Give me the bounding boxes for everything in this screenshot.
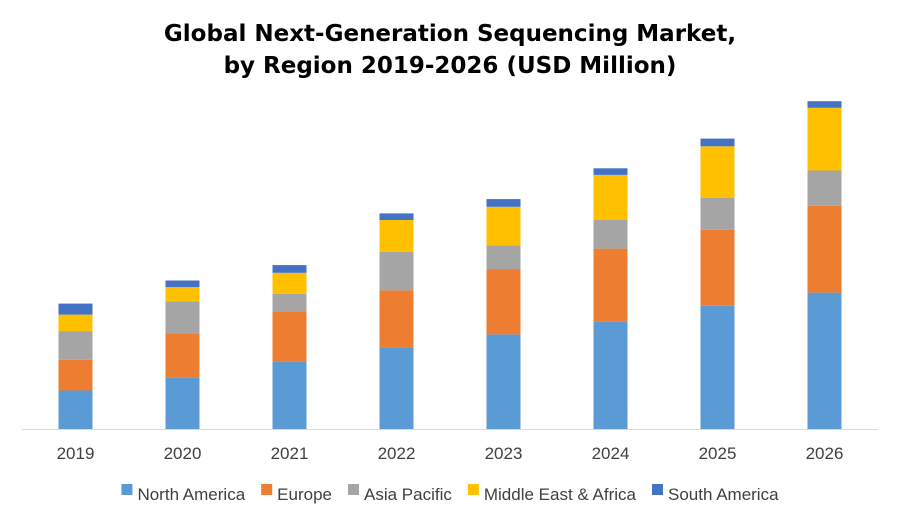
x-tick-label: 2023 xyxy=(485,444,523,463)
bar-segment-2024-middle-east-africa xyxy=(593,174,628,220)
legend-swatch xyxy=(261,484,273,495)
legend-label: North America xyxy=(137,485,245,504)
legend-label: Asia Pacific xyxy=(364,485,452,504)
bar-segment-2023-asia-pacific xyxy=(486,245,521,270)
bar-segment-2023-south-america xyxy=(486,199,521,207)
x-tick-label: 2025 xyxy=(699,444,737,463)
bar-segment-2019-europe xyxy=(58,359,93,391)
x-tick-label: 2022 xyxy=(378,444,416,463)
bar-segment-2026-europe xyxy=(807,205,842,293)
bar-segment-2019-asia-pacific xyxy=(58,331,93,360)
bar-segment-2026-asia-pacific xyxy=(807,170,842,206)
bar-segment-2022-europe xyxy=(379,290,414,348)
x-tick-label: 2021 xyxy=(271,444,309,463)
legend-swatch xyxy=(347,484,359,495)
bar-segment-2021-europe xyxy=(272,311,307,362)
bar-segment-2025-asia-pacific xyxy=(700,198,735,230)
bar-segment-2026-middle-east-africa xyxy=(807,107,842,171)
legend: North America Europe Asia Pacific Middle Ea… xyxy=(121,484,779,504)
x-tick-label: 2020 xyxy=(164,444,202,463)
legend-item-europe: Europe xyxy=(261,484,332,504)
legend-item-north-america: North America xyxy=(121,484,246,504)
bar-segment-2020-south-america xyxy=(165,280,200,288)
bar-segment-2025-south-america xyxy=(700,138,735,147)
bar-segment-2024-europe xyxy=(593,248,628,322)
legend-label: Europe xyxy=(277,485,332,504)
chart-title-line-1: Global Next-Generation Sequencing Market… xyxy=(163,21,737,47)
bar-segment-2023-middle-east-africa xyxy=(486,206,521,246)
legend-swatch xyxy=(467,484,479,495)
bar-segment-2022-asia-pacific xyxy=(379,251,414,291)
bar-segment-2021-asia-pacific xyxy=(272,293,307,312)
bar-segment-2021-north-america xyxy=(272,361,307,429)
legend-swatch xyxy=(121,484,133,495)
x-tick-labels: 2019 2020 2021 2022 2023 2024 2025 2026 xyxy=(57,444,844,463)
bar-segment-2019-middle-east-africa xyxy=(58,314,93,332)
bar-segment-2021-south-america xyxy=(272,265,307,273)
chart-title-line-2: by Region 2019-2026 (USD Million) xyxy=(223,53,677,79)
bar-segment-2023-north-america xyxy=(486,334,521,429)
bar-segment-2025-north-america xyxy=(700,305,735,429)
bar-segment-2026-south-america xyxy=(807,101,842,108)
x-tick-label: 2026 xyxy=(806,444,844,463)
bar-segment-2022-north-america xyxy=(379,347,414,429)
bar-segment-2024-south-america xyxy=(593,168,628,175)
legend-item-asia-pacific: Asia Pacific xyxy=(347,484,452,504)
bar-segment-2019-south-america xyxy=(58,303,93,315)
bar-segment-2020-north-america xyxy=(165,377,200,429)
bar-segment-2022-middle-east-africa xyxy=(379,220,414,252)
bar-segment-2025-middle-east-africa xyxy=(700,146,735,198)
bar-segment-2026-north-america xyxy=(807,292,842,429)
legend-label: Middle East & Africa xyxy=(484,485,637,504)
bar-segment-2023-europe xyxy=(486,269,521,335)
legend-label: South America xyxy=(668,485,779,504)
chart-title: Global Next-Generation Sequencing Market… xyxy=(0,18,900,82)
bar-segment-2021-middle-east-africa xyxy=(272,272,307,294)
x-tick-label: 2019 xyxy=(57,444,95,463)
legend-item-south-america: South America xyxy=(651,484,779,504)
bar-segment-2022-south-america xyxy=(379,213,414,220)
bar-segment-2020-europe xyxy=(165,333,200,378)
bar-segment-2019-north-america xyxy=(58,390,93,429)
x-tick-label: 2024 xyxy=(592,444,630,463)
bar-segment-2020-middle-east-africa xyxy=(165,287,200,302)
bar-segment-2024-asia-pacific xyxy=(593,220,628,249)
bar-segment-2024-north-america xyxy=(593,321,628,429)
bar-segment-2025-europe xyxy=(700,229,735,306)
legend-item-middle-east-africa: Middle East & Africa xyxy=(467,484,637,504)
bar-segment-2020-asia-pacific xyxy=(165,301,200,334)
legend-swatch xyxy=(651,484,663,495)
bars-group xyxy=(58,101,842,429)
